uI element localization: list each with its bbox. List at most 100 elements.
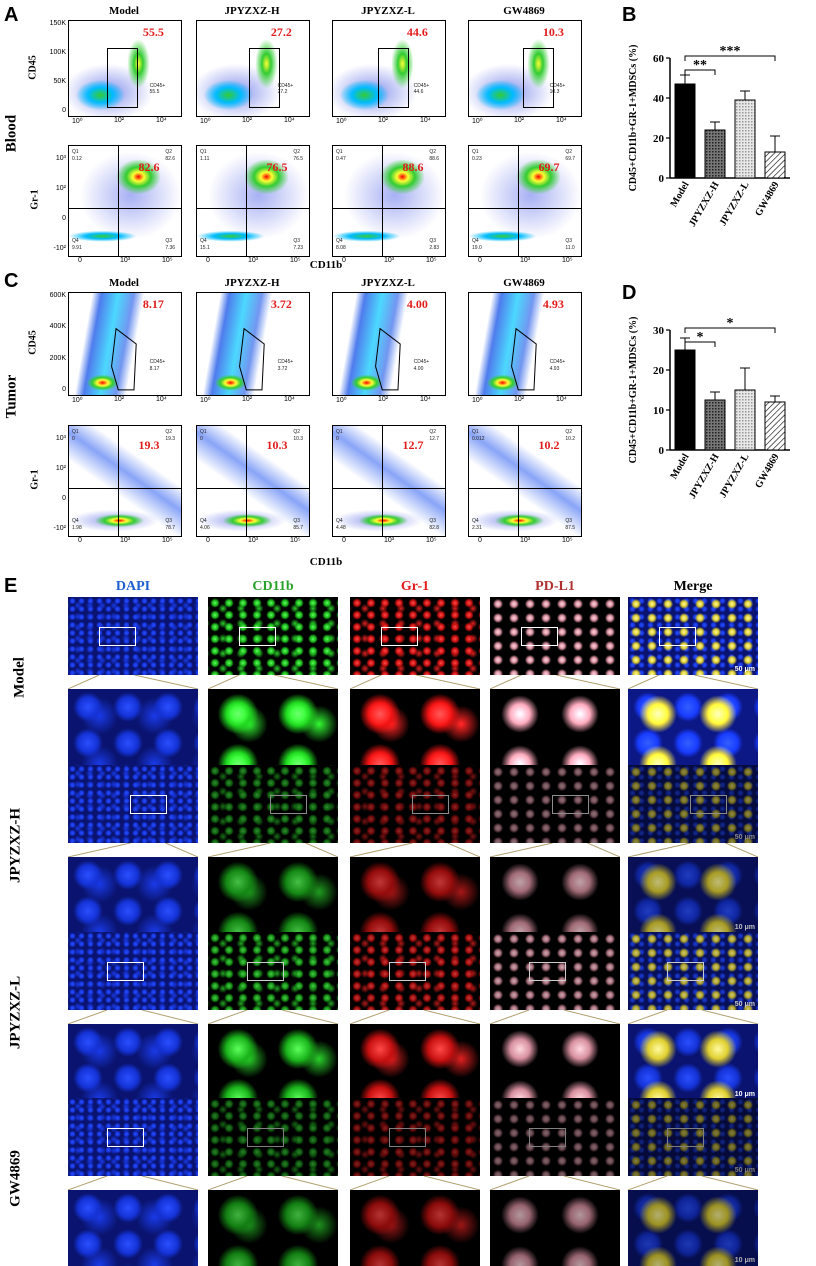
- micro-high-2-merge: 10 μm: [628, 1024, 758, 1100]
- cd45-gate-polygon: [111, 327, 137, 391]
- y-axis-label: CD45+CD11b+GR-1+MDSCs (%): [628, 45, 639, 192]
- cd45-percent: 4.00: [406, 297, 428, 311]
- q2-label: Q2: [565, 149, 572, 155]
- micro-high-1-merge: 10 μm: [628, 857, 758, 933]
- q4-value: 19.0: [472, 245, 482, 251]
- zoom-region-box: [659, 626, 697, 646]
- scale-bar-low: 50 μm: [734, 834, 755, 841]
- cd45-gate-box: [522, 47, 554, 109]
- cd45-plot-tumor-1: 3.72 CD45+ 3.72: [196, 292, 310, 396]
- micro-high-0-cd11b: [208, 689, 338, 765]
- quadrant-hline: [469, 487, 581, 489]
- micro-low-1-cd11b: [208, 765, 338, 843]
- cd45-gate-value: 4.00: [413, 366, 424, 373]
- cd45-percent: 44.6: [406, 25, 428, 39]
- micro-low-2-dapi: [68, 932, 198, 1010]
- x-tick-blood-cd45: 10⁰: [336, 118, 347, 125]
- micro-low-3-cd11b: [208, 1098, 338, 1176]
- y-tick-tumor-gr1: 0: [62, 495, 66, 502]
- channel-header-merge: Merge: [673, 579, 713, 594]
- cd45-gate-box: [248, 47, 280, 109]
- x-tick-tumor-cd11b: 0: [342, 537, 346, 544]
- zoom-region-box: [389, 1127, 427, 1147]
- group-title-blood-1: JPYZXZ-H: [224, 5, 280, 17]
- microscopy-area: DAPI CD11b Gr-1 PD-L1 Merge Model 50 μm JPYZXZ-…: [0, 575, 816, 1266]
- x-tick-blood-cd11b: 10³: [520, 257, 531, 264]
- panel-label-b: B: [622, 4, 637, 26]
- scale-bar-high: 10 μm: [734, 924, 755, 931]
- cd45-gate-value: 8.17: [149, 366, 160, 373]
- gr1-axis-label-blood: Gr-1: [29, 189, 41, 210]
- x-tick-blood-cd11b: 10⁵: [426, 257, 437, 264]
- group-title-tumor-2: JPYZXZ-L: [361, 277, 415, 289]
- y-tick-label: 10: [653, 405, 665, 417]
- cd45-gate-value: 10.3: [549, 89, 560, 96]
- zoom-line-left: [350, 675, 382, 689]
- zoom-lines-2-3: [490, 1010, 620, 1024]
- zoom-line-left: [490, 675, 522, 689]
- panel-label-e: E: [4, 575, 18, 597]
- x-tick-tumor-cd11b: 10³: [384, 537, 395, 544]
- q4-value: 2.31: [472, 525, 482, 531]
- x-tick-tumor-cd45: 10²: [114, 396, 125, 403]
- zoom-line-left: [490, 1010, 530, 1024]
- q2-label: Q2: [165, 429, 172, 435]
- q4-label: Q4: [200, 238, 207, 244]
- zoom-line-left: [68, 1010, 108, 1024]
- zoom-line-left: [628, 675, 660, 689]
- q3-value: 82.8: [429, 525, 440, 531]
- bar: [704, 129, 726, 179]
- x-tick-blood-cd11b: 10³: [120, 257, 131, 264]
- category-label: Model: [668, 452, 691, 481]
- q1-label: Q1: [336, 149, 343, 155]
- q3-value: 7.23: [293, 245, 304, 251]
- quadrant-vline: [118, 146, 120, 256]
- quadrant-vline: [246, 146, 248, 256]
- quadrant-hline: [69, 487, 181, 489]
- zoom-line-left: [350, 1010, 390, 1024]
- y-tick-blood-gr1: 10²: [55, 185, 66, 192]
- q4-label: Q4: [472, 238, 479, 244]
- cd45-gate-value: 4.93: [549, 366, 560, 373]
- micro-low-3-merge: 50 μm: [628, 1098, 758, 1176]
- cd45-gate-box: [107, 47, 139, 109]
- quadrant-hline: [197, 207, 309, 209]
- zoom-line-right: [141, 1010, 198, 1024]
- q1-label: Q1: [200, 149, 207, 155]
- q4-label: Q4: [72, 238, 79, 244]
- zoom-region-box: [690, 794, 728, 814]
- group-title-blood-0: Model: [109, 5, 139, 17]
- significance-bracket: [684, 55, 776, 61]
- zoom-line-left: [68, 843, 131, 857]
- bar: [734, 99, 756, 179]
- q1-value: 0: [200, 436, 203, 442]
- x-tick-blood-cd45: 10²: [514, 117, 525, 124]
- zoom-lines-2-4: [628, 1010, 758, 1024]
- q1-label: Q1: [472, 429, 479, 435]
- zoom-line-right: [423, 1010, 480, 1024]
- cd45-gate-name: CD45+: [149, 359, 166, 366]
- zoom-region-box: [130, 794, 168, 814]
- zoom-line-right: [447, 843, 480, 857]
- category-label: GW4869: [753, 180, 781, 218]
- zoom-lines-1-3: [490, 843, 620, 857]
- cd45-axis-label-blood: CD45: [27, 54, 39, 80]
- zoom-line-right: [281, 1010, 338, 1024]
- q2-value: 12.7: [429, 436, 440, 442]
- quadrant-vline: [382, 146, 384, 256]
- q3-value: 2.83: [429, 245, 440, 251]
- micro-low-1-merge: 50 μm: [628, 765, 758, 843]
- q4-label: Q4: [336, 518, 343, 524]
- zoom-line-right: [274, 675, 338, 689]
- q3-label: Q3: [565, 518, 572, 524]
- zoom-lines-0-4: [628, 675, 758, 689]
- micro-low-2-gr-1: [350, 932, 480, 1010]
- micro-high-1-pd-l1: [490, 857, 620, 933]
- bar: [734, 389, 756, 451]
- x-tick-tumor-cd11b: 10⁵: [290, 537, 301, 544]
- micro-low-0-pd-l1: [490, 597, 620, 675]
- cd45-gate-value: 27.2: [277, 89, 288, 96]
- q1-label: Q1: [336, 429, 343, 435]
- gr1-percent: 76.5: [266, 160, 288, 174]
